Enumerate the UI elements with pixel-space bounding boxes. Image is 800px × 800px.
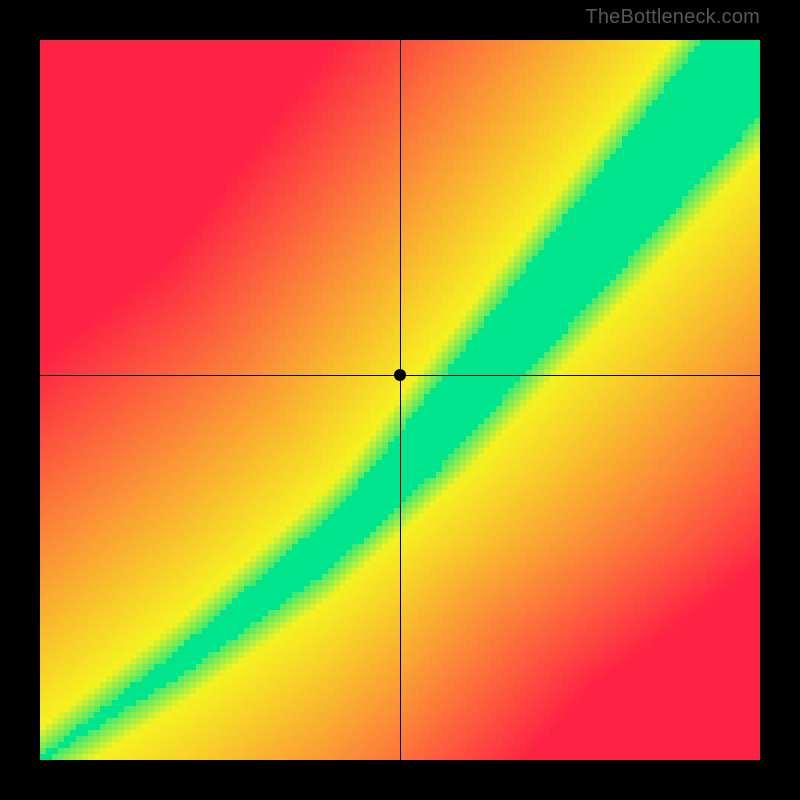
watermark-text: TheBottleneck.com <box>585 6 760 29</box>
crosshair-marker <box>394 369 406 381</box>
plot-area <box>40 40 760 760</box>
crosshair-vertical <box>400 40 401 760</box>
